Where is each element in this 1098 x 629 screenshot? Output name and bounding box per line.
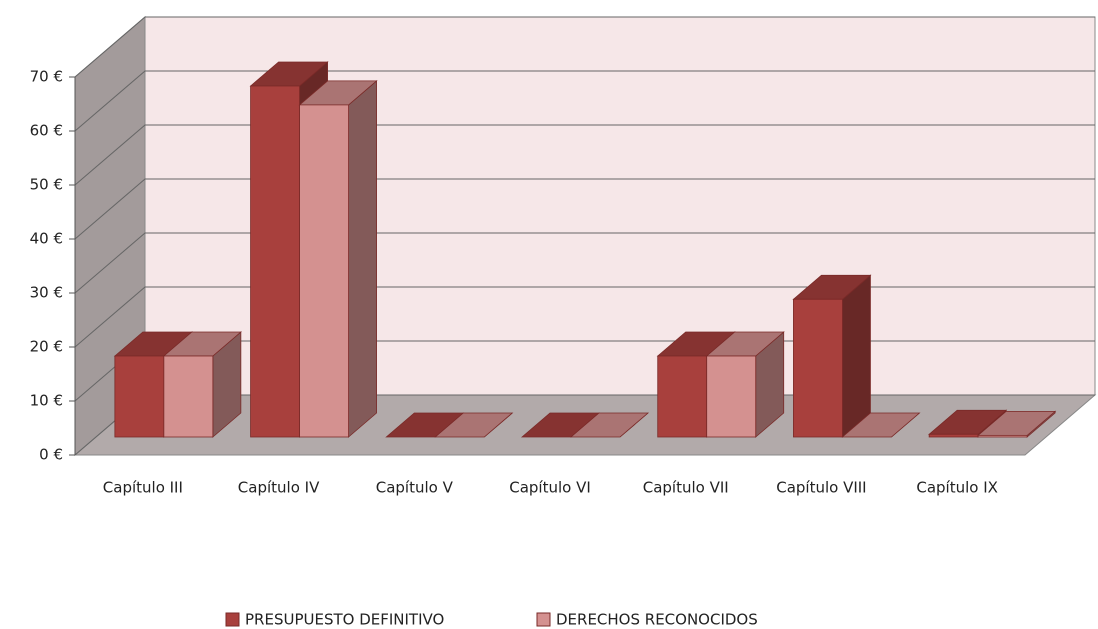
x-tick-label: Capítulo VI [509, 479, 591, 497]
legend-label: PRESUPUESTO DEFINITIVO [245, 611, 444, 629]
legend-label: DERECHOS RECONOCIDOS [556, 611, 758, 629]
grid-line [74, 124, 1095, 186]
grid-line [74, 232, 1095, 294]
grid-line [74, 16, 1095, 78]
legend-swatch [225, 612, 240, 627]
bar-top [434, 412, 514, 438]
grid-line [74, 286, 1095, 348]
x-tick-label: Capítulo IV [238, 479, 320, 497]
bar [299, 104, 349, 438]
bar [928, 433, 979, 438]
x-tick-label: Capítulo VIII [776, 479, 866, 497]
y-tick-label: 30 € [30, 284, 63, 302]
y-tick-label: 70 € [30, 68, 63, 86]
x-tick-label: Capítulo III [103, 479, 183, 497]
y-tick-label: 0 € [39, 446, 63, 464]
bar-side [842, 274, 871, 438]
x-tick-label: Capítulo IX [916, 479, 998, 497]
x-tick-label: Capítulo VII [643, 479, 729, 497]
legend-swatch [536, 612, 551, 627]
x-tick-label: Capítulo V [376, 479, 454, 497]
bar [793, 298, 843, 438]
bar-top [841, 412, 921, 438]
y-tick-label: 40 € [30, 230, 63, 248]
bar [163, 355, 214, 438]
y-tick-label: 50 € [30, 176, 63, 194]
grid-line [74, 70, 1095, 132]
y-tick-label: 60 € [30, 122, 63, 140]
bar-top [569, 412, 650, 438]
bar [706, 355, 757, 438]
y-tick-label: 20 € [30, 338, 63, 356]
grid-line [74, 178, 1095, 240]
y-tick-label: 10 € [30, 392, 63, 410]
bar [977, 434, 1028, 438]
bar [250, 85, 300, 438]
bar [114, 355, 165, 438]
bar-side [348, 80, 377, 438]
bar [657, 355, 708, 438]
